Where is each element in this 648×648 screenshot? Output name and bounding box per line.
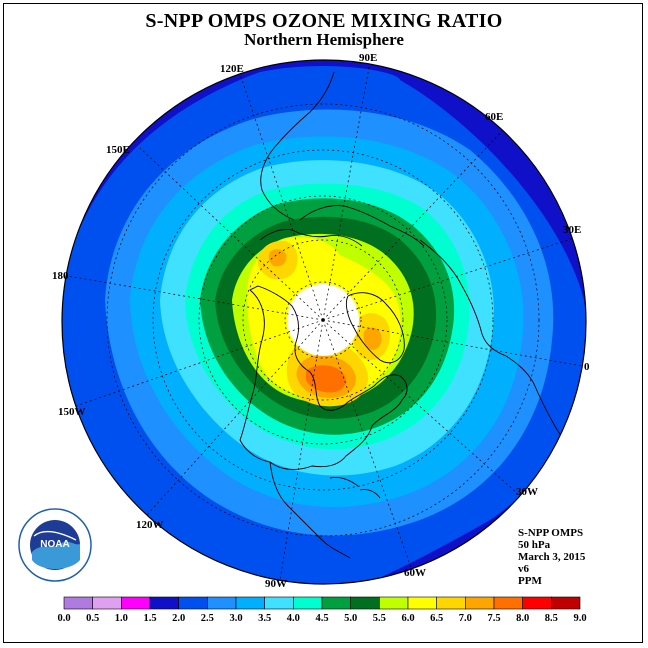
colorbar-swatch bbox=[493, 596, 523, 610]
lon-label-120w: 120W bbox=[136, 519, 164, 531]
colorbar-swatch bbox=[92, 596, 122, 610]
colorbar-tick-label: 5.0 bbox=[344, 613, 357, 624]
colorbar-tick-label: 0.0 bbox=[57, 613, 70, 624]
coastline-north-america bbox=[239, 285, 408, 470]
colorbar-tick-label: 1.5 bbox=[143, 613, 156, 624]
latitude-circle-80 bbox=[284, 281, 362, 359]
noaa-logo-wave bbox=[32, 541, 80, 569]
colorbar-tick-label: 7.5 bbox=[487, 613, 500, 624]
meridian-60w bbox=[322, 319, 413, 571]
colorbar-tick-label: 5.5 bbox=[373, 613, 386, 624]
meridian-150e bbox=[139, 147, 324, 321]
meridian-30w bbox=[322, 319, 519, 495]
coastline-central-america bbox=[269, 461, 351, 559]
colorbar-tick-label: 2.0 bbox=[172, 613, 185, 624]
field-band-7.5 bbox=[306, 365, 346, 393]
noaa-logo-gull bbox=[33, 530, 77, 541]
colorbar-swatch bbox=[436, 596, 466, 610]
map-boundary bbox=[61, 59, 587, 585]
colorbar-swatch bbox=[522, 596, 552, 610]
colorbar-tick-label: 8.5 bbox=[545, 613, 558, 624]
colorbar-tick-label: 6.0 bbox=[401, 613, 414, 624]
lon-label-150w: 150W bbox=[58, 406, 86, 418]
colorbar-swatch bbox=[293, 596, 323, 610]
meridian-120w bbox=[145, 319, 324, 517]
coastline-asia bbox=[260, 71, 425, 247]
latitude-circle-70 bbox=[242, 239, 404, 401]
lon-label-120e: 120E bbox=[220, 63, 244, 75]
colorbar-swatch bbox=[379, 596, 409, 610]
page-subtitle: Northern Hemisphere bbox=[244, 30, 404, 49]
colorbar-swatch bbox=[551, 596, 581, 610]
noaa-logo-text: NOAA bbox=[40, 539, 69, 550]
colorbar-tick-label: 7.0 bbox=[459, 613, 472, 624]
colorbar: 0.0 0.5 1.0 1.5 2.0 2.5 3.0 3.5 4.0 4.5 5.0 5.5 6.0 6… bbox=[57, 596, 587, 624]
colorbar-swatch bbox=[350, 596, 380, 610]
info-pressure: 50 hPa bbox=[518, 539, 551, 551]
lon-label-180: 180 bbox=[52, 270, 69, 282]
longitude-labels: 90E 60E 30E 0 30W 60W 90W 120W 150W 180 … bbox=[52, 52, 590, 590]
colorbar-tick-label: 2.5 bbox=[201, 613, 214, 624]
latitude-circle-60 bbox=[198, 195, 448, 445]
meridian-30e bbox=[322, 237, 575, 321]
page-title: S-NPP OMPS OZONE MIXING RATIO bbox=[145, 10, 503, 32]
colorbar-swatch bbox=[235, 596, 265, 610]
info-version: v6 bbox=[518, 563, 529, 575]
meridian-150w bbox=[75, 319, 324, 407]
coastline-europe-africa bbox=[419, 239, 577, 461]
colorbar-swatch bbox=[207, 596, 237, 610]
noaa-logo: NOAA bbox=[18, 508, 92, 582]
coastline-caribbean bbox=[329, 477, 381, 499]
lon-label-30e: 30E bbox=[563, 224, 581, 236]
colorbar-tick-label: 0.5 bbox=[86, 613, 99, 624]
colorbar-tick-label: 9.0 bbox=[573, 613, 586, 624]
info-instrument: S-NPP OMPS bbox=[518, 527, 584, 539]
lon-label-60w: 60W bbox=[404, 567, 426, 579]
lon-label-60e: 60E bbox=[485, 111, 503, 123]
meridian-0 bbox=[322, 319, 583, 367]
colorbar-tick-label: 3.0 bbox=[229, 613, 242, 624]
colorbar-tick-label: 4.5 bbox=[315, 613, 328, 624]
colorbar-tick-label: 4.0 bbox=[287, 613, 300, 624]
colorbar-swatch bbox=[264, 596, 294, 610]
ozone-field bbox=[62, 60, 586, 584]
meridian-60e bbox=[322, 127, 506, 321]
lon-label-0: 0 bbox=[584, 361, 590, 373]
graticule bbox=[67, 61, 583, 581]
lon-label-90e: 90E bbox=[359, 52, 377, 64]
lon-label-150e: 150E bbox=[106, 144, 130, 156]
meridian-120e bbox=[239, 73, 324, 321]
info-date: March 3, 2015 bbox=[518, 551, 586, 563]
colorbar-tick-label: 3.5 bbox=[258, 613, 271, 624]
colorbar-swatch bbox=[63, 596, 93, 610]
colorbar-swatch bbox=[321, 596, 351, 610]
colorbar-swatch bbox=[465, 596, 495, 610]
meridian-180 bbox=[67, 275, 324, 321]
lon-label-30w: 30W bbox=[516, 486, 538, 498]
latitude-circle-50 bbox=[152, 149, 494, 491]
meridian-90w bbox=[279, 319, 324, 581]
info-units: PPM bbox=[518, 575, 542, 587]
latitude-circle-40 bbox=[106, 103, 540, 537]
meridian-90e bbox=[322, 61, 371, 321]
coastlines bbox=[239, 71, 577, 559]
lon-label-90w: 90W bbox=[265, 578, 287, 590]
colorbar-swatch bbox=[407, 596, 437, 610]
coastline-siberia bbox=[259, 229, 363, 247]
field-band-6.5 bbox=[257, 240, 390, 407]
colorbar-swatch bbox=[121, 596, 151, 610]
colorbar-swatch bbox=[149, 596, 179, 610]
colorbar-swatch bbox=[178, 596, 208, 610]
colorbar-tick-label: 8.0 bbox=[516, 613, 529, 624]
colorbar-tick-label: 6.5 bbox=[430, 613, 443, 624]
colorbar-tick-label: 1.0 bbox=[115, 613, 128, 624]
